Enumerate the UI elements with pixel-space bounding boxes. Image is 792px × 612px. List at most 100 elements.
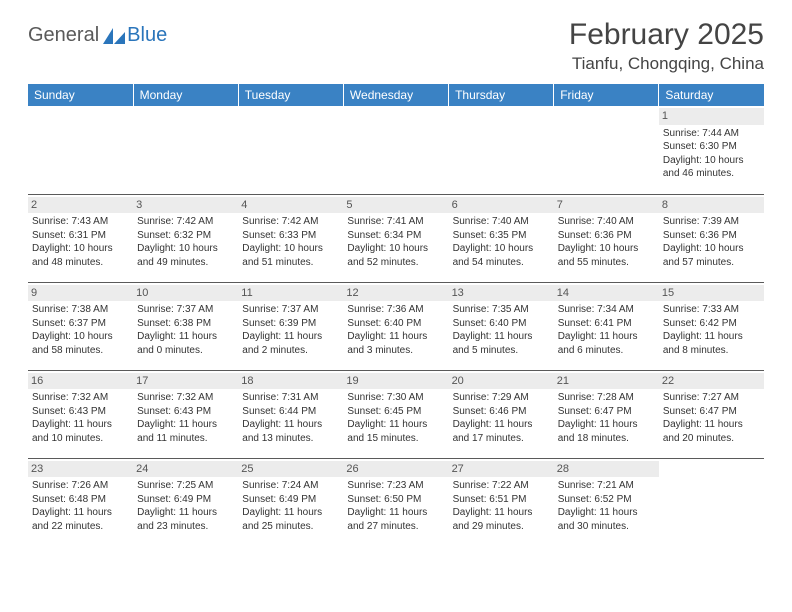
daylight-text: Daylight: 11 hours and 18 minutes.: [558, 418, 655, 445]
day-number: 17: [133, 373, 238, 390]
calendar-day-cell: 9Sunrise: 7:38 AMSunset: 6:37 PMDaylight…: [28, 282, 133, 370]
logo-sail-icon: [103, 28, 125, 44]
daylight-text: Daylight: 11 hours and 25 minutes.: [242, 506, 339, 533]
calendar-day-cell: 26Sunrise: 7:23 AMSunset: 6:50 PMDayligh…: [343, 458, 448, 546]
day-number: 28: [554, 461, 659, 478]
daylight-text: Daylight: 10 hours and 49 minutes.: [137, 242, 234, 269]
sunrise-text: Sunrise: 7:42 AM: [242, 215, 339, 229]
day-number: 24: [133, 461, 238, 478]
day-number: 20: [449, 373, 554, 390]
day-number: 23: [28, 461, 133, 478]
sunrise-text: Sunrise: 7:44 AM: [663, 127, 760, 141]
daylight-text: Daylight: 11 hours and 10 minutes.: [32, 418, 129, 445]
calendar-day-cell: 6Sunrise: 7:40 AMSunset: 6:35 PMDaylight…: [449, 194, 554, 282]
daylight-text: Daylight: 11 hours and 6 minutes.: [558, 330, 655, 357]
sunset-text: Sunset: 6:52 PM: [558, 493, 655, 507]
day-number: 21: [554, 373, 659, 390]
daylight-text: Daylight: 11 hours and 2 minutes.: [242, 330, 339, 357]
daylight-text: Daylight: 11 hours and 13 minutes.: [242, 418, 339, 445]
weekday-header: Sunday: [28, 84, 133, 106]
day-number: 7: [554, 197, 659, 214]
sunset-text: Sunset: 6:32 PM: [137, 229, 234, 243]
calendar-day-cell: 24Sunrise: 7:25 AMSunset: 6:49 PMDayligh…: [133, 458, 238, 546]
calendar-day-cell: 4Sunrise: 7:42 AMSunset: 6:33 PMDaylight…: [238, 194, 343, 282]
weekday-header: Tuesday: [238, 84, 343, 106]
calendar-day-cell: 15Sunrise: 7:33 AMSunset: 6:42 PMDayligh…: [659, 282, 764, 370]
sunrise-text: Sunrise: 7:23 AM: [347, 479, 444, 493]
calendar-day-cell: 14Sunrise: 7:34 AMSunset: 6:41 PMDayligh…: [554, 282, 659, 370]
calendar-week-row: 2Sunrise: 7:43 AMSunset: 6:31 PMDaylight…: [28, 194, 764, 282]
sunset-text: Sunset: 6:49 PM: [242, 493, 339, 507]
weekday-header: Monday: [133, 84, 238, 106]
calendar-day-cell: 21Sunrise: 7:28 AMSunset: 6:47 PMDayligh…: [554, 370, 659, 458]
calendar-week-row: 16Sunrise: 7:32 AMSunset: 6:43 PMDayligh…: [28, 370, 764, 458]
sunrise-text: Sunrise: 7:39 AM: [663, 215, 760, 229]
sunset-text: Sunset: 6:51 PM: [453, 493, 550, 507]
logo: General Blue: [28, 24, 167, 47]
sunrise-text: Sunrise: 7:35 AM: [453, 303, 550, 317]
weekday-header-row: Sunday Monday Tuesday Wednesday Thursday…: [28, 84, 764, 106]
logo-text-general: General: [28, 24, 99, 47]
title-block: February 2025 Tianfu, Chongqing, China: [569, 18, 764, 74]
calendar-day-cell: [449, 106, 554, 194]
sunrise-text: Sunrise: 7:37 AM: [242, 303, 339, 317]
calendar-day-cell: [554, 106, 659, 194]
sunrise-text: Sunrise: 7:40 AM: [453, 215, 550, 229]
sunrise-text: Sunrise: 7:38 AM: [32, 303, 129, 317]
day-number: 18: [238, 373, 343, 390]
calendar-day-cell: 10Sunrise: 7:37 AMSunset: 6:38 PMDayligh…: [133, 282, 238, 370]
calendar-day-cell: 20Sunrise: 7:29 AMSunset: 6:46 PMDayligh…: [449, 370, 554, 458]
calendar-day-cell: 1Sunrise: 7:44 AMSunset: 6:30 PMDaylight…: [659, 106, 764, 194]
sunrise-text: Sunrise: 7:37 AM: [137, 303, 234, 317]
sunset-text: Sunset: 6:40 PM: [453, 317, 550, 331]
calendar-day-cell: 17Sunrise: 7:32 AMSunset: 6:43 PMDayligh…: [133, 370, 238, 458]
calendar-day-cell: 8Sunrise: 7:39 AMSunset: 6:36 PMDaylight…: [659, 194, 764, 282]
daylight-text: Daylight: 11 hours and 22 minutes.: [32, 506, 129, 533]
month-title: February 2025: [569, 18, 764, 52]
daylight-text: Daylight: 11 hours and 15 minutes.: [347, 418, 444, 445]
sunset-text: Sunset: 6:44 PM: [242, 405, 339, 419]
sunset-text: Sunset: 6:36 PM: [663, 229, 760, 243]
sunset-text: Sunset: 6:36 PM: [558, 229, 655, 243]
logo-text-blue: Blue: [127, 24, 167, 47]
weekday-header: Wednesday: [343, 84, 448, 106]
day-number: 13: [449, 285, 554, 302]
day-number: 4: [238, 197, 343, 214]
day-number: 22: [659, 373, 764, 390]
sunset-text: Sunset: 6:45 PM: [347, 405, 444, 419]
day-number: 14: [554, 285, 659, 302]
day-number: 16: [28, 373, 133, 390]
daylight-text: Daylight: 10 hours and 51 minutes.: [242, 242, 339, 269]
sunrise-text: Sunrise: 7:28 AM: [558, 391, 655, 405]
sunrise-text: Sunrise: 7:25 AM: [137, 479, 234, 493]
sunset-text: Sunset: 6:46 PM: [453, 405, 550, 419]
daylight-text: Daylight: 11 hours and 0 minutes.: [137, 330, 234, 357]
daylight-text: Daylight: 11 hours and 11 minutes.: [137, 418, 234, 445]
calendar-week-row: 23Sunrise: 7:26 AMSunset: 6:48 PMDayligh…: [28, 458, 764, 546]
daylight-text: Daylight: 10 hours and 48 minutes.: [32, 242, 129, 269]
calendar-week-row: 1Sunrise: 7:44 AMSunset: 6:30 PMDaylight…: [28, 106, 764, 194]
sunrise-text: Sunrise: 7:36 AM: [347, 303, 444, 317]
sunrise-text: Sunrise: 7:32 AM: [137, 391, 234, 405]
day-number: 2: [28, 197, 133, 214]
sunset-text: Sunset: 6:35 PM: [453, 229, 550, 243]
calendar-day-cell: 12Sunrise: 7:36 AMSunset: 6:40 PMDayligh…: [343, 282, 448, 370]
calendar-day-cell: 19Sunrise: 7:30 AMSunset: 6:45 PMDayligh…: [343, 370, 448, 458]
sunrise-text: Sunrise: 7:33 AM: [663, 303, 760, 317]
sunset-text: Sunset: 6:50 PM: [347, 493, 444, 507]
sunset-text: Sunset: 6:40 PM: [347, 317, 444, 331]
daylight-text: Daylight: 10 hours and 58 minutes.: [32, 330, 129, 357]
calendar-day-cell: [133, 106, 238, 194]
calendar-day-cell: 18Sunrise: 7:31 AMSunset: 6:44 PMDayligh…: [238, 370, 343, 458]
daylight-text: Daylight: 11 hours and 29 minutes.: [453, 506, 550, 533]
daylight-text: Daylight: 10 hours and 55 minutes.: [558, 242, 655, 269]
calendar-day-cell: 2Sunrise: 7:43 AMSunset: 6:31 PMDaylight…: [28, 194, 133, 282]
calendar-day-cell: 13Sunrise: 7:35 AMSunset: 6:40 PMDayligh…: [449, 282, 554, 370]
calendar-day-cell: 5Sunrise: 7:41 AMSunset: 6:34 PMDaylight…: [343, 194, 448, 282]
sunset-text: Sunset: 6:41 PM: [558, 317, 655, 331]
location-label: Tianfu, Chongqing, China: [569, 54, 764, 74]
sunset-text: Sunset: 6:47 PM: [558, 405, 655, 419]
sunset-text: Sunset: 6:33 PM: [242, 229, 339, 243]
sunrise-text: Sunrise: 7:31 AM: [242, 391, 339, 405]
calendar-day-cell: 3Sunrise: 7:42 AMSunset: 6:32 PMDaylight…: [133, 194, 238, 282]
